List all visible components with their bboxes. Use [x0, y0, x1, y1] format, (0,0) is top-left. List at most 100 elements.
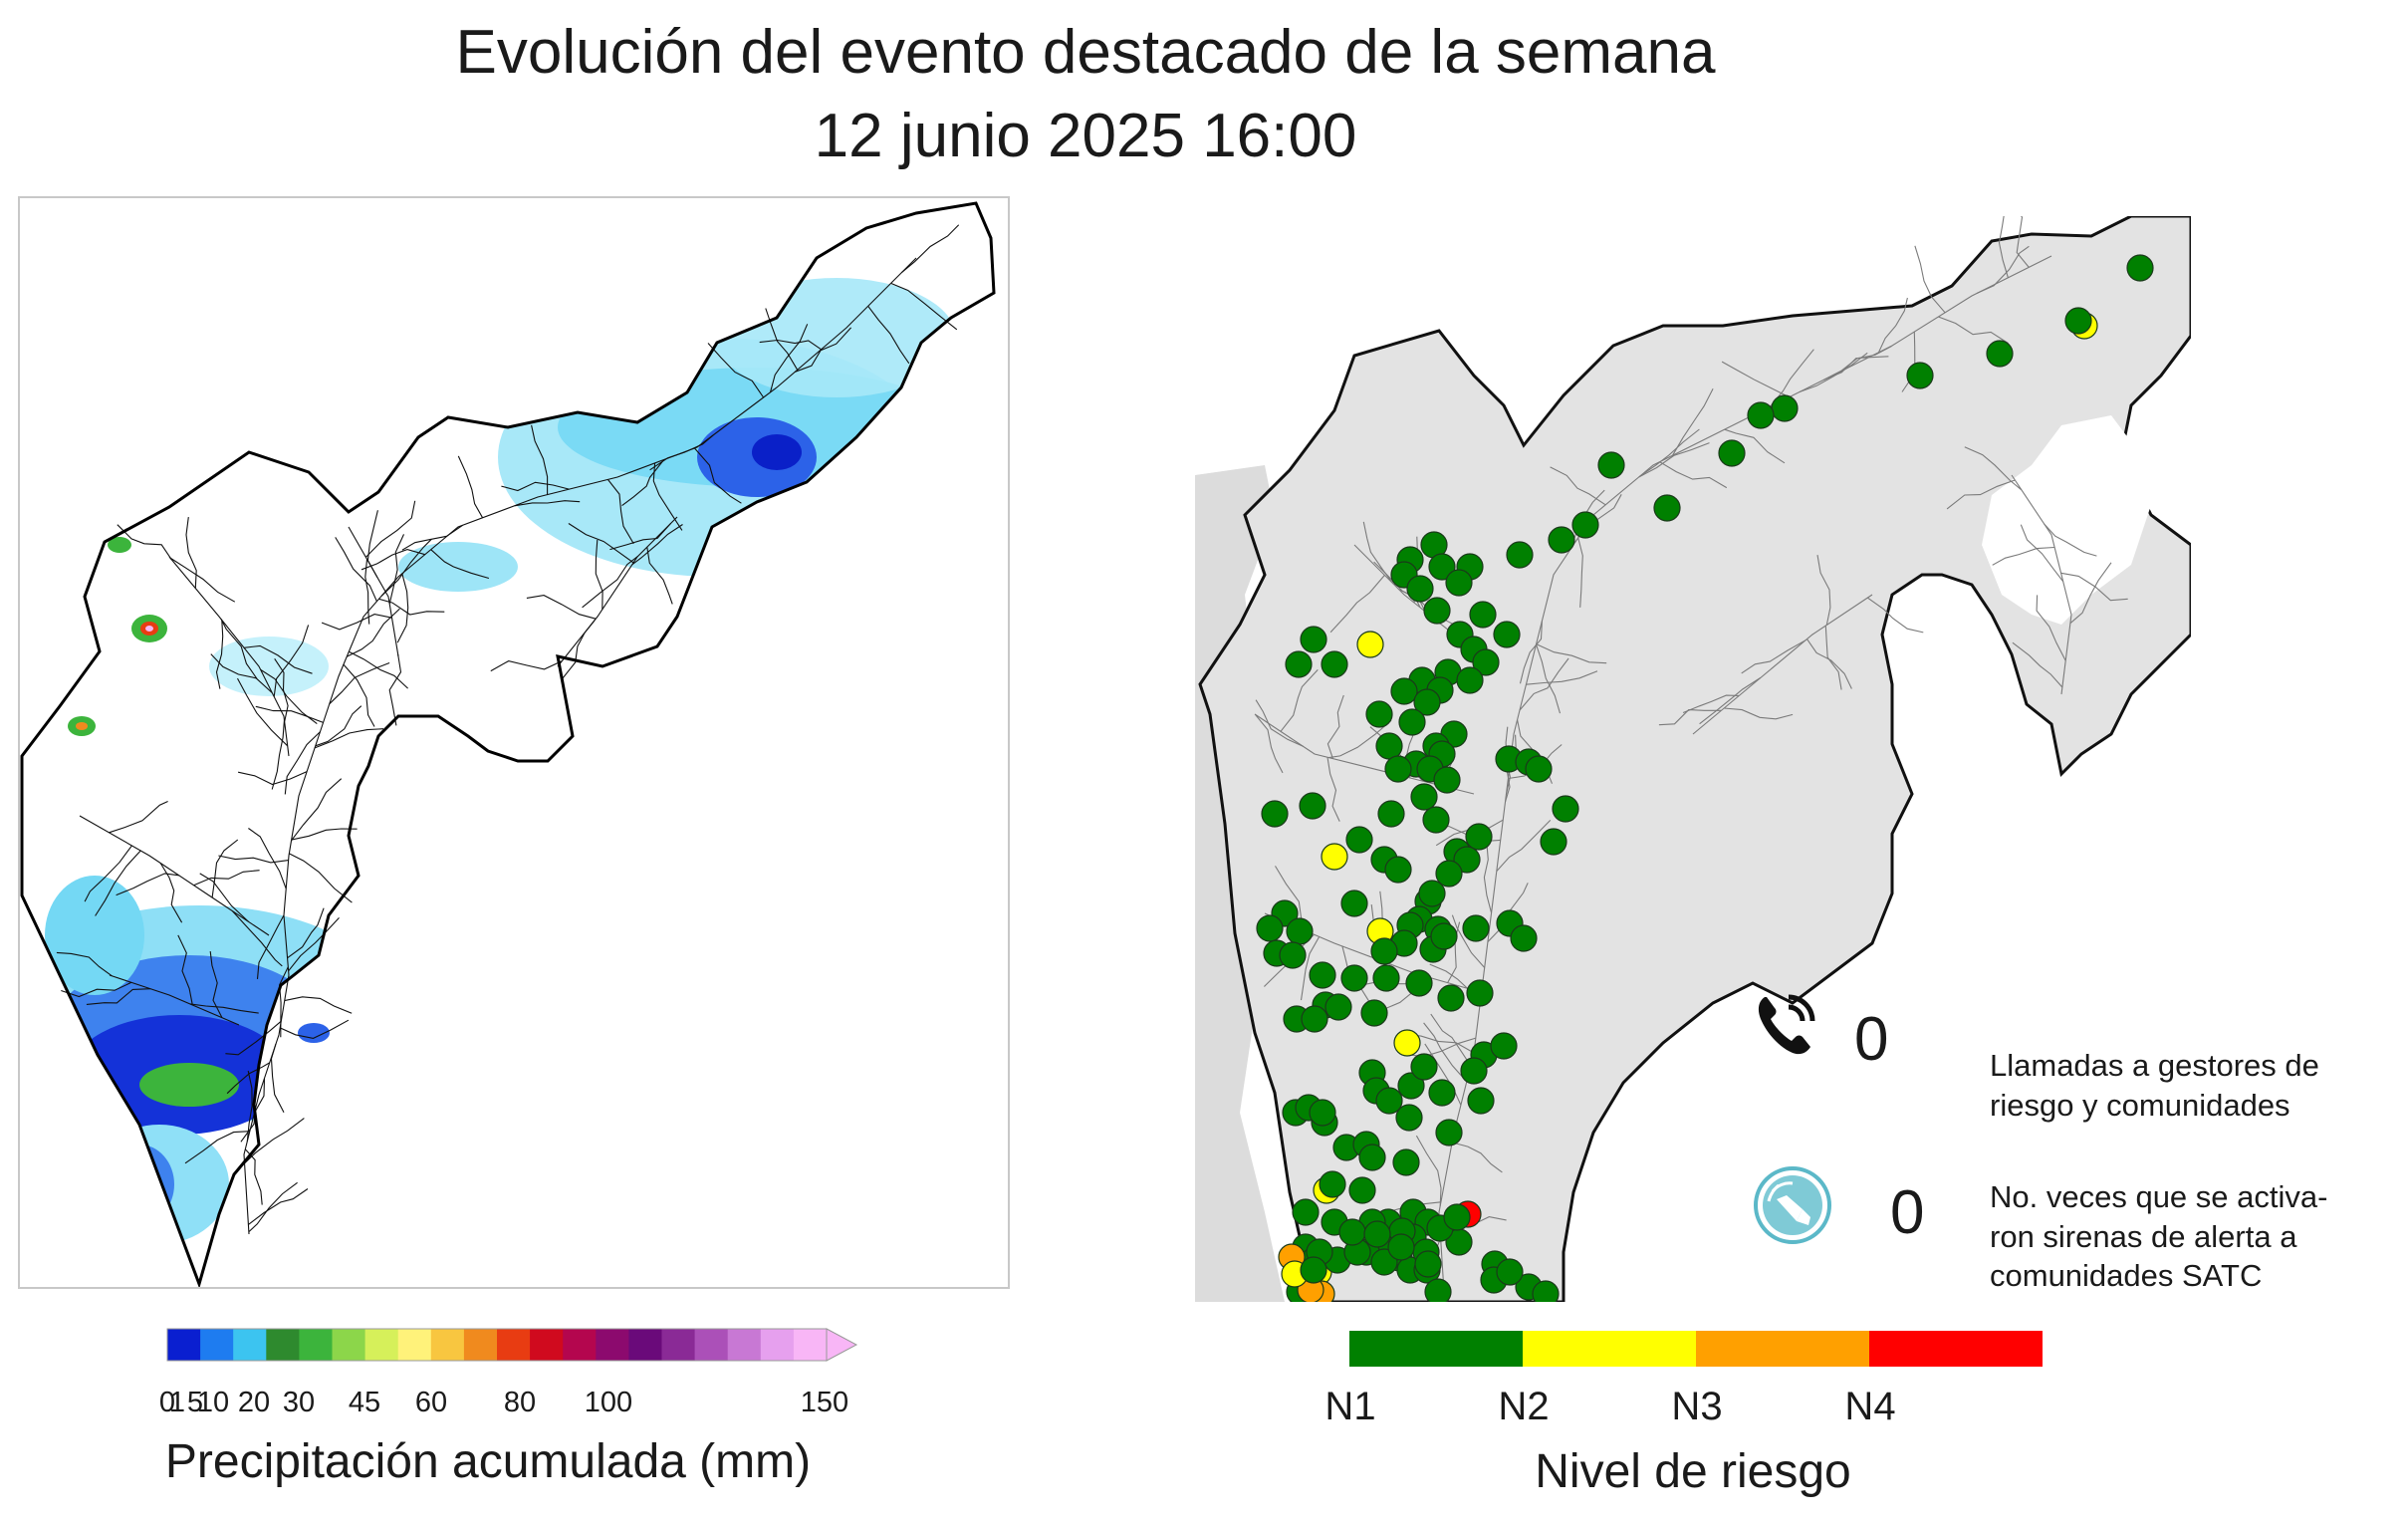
- sirens-label-line1: No. veces que se activa-: [1990, 1179, 2328, 1214]
- colorbar-segment: [727, 1329, 762, 1361]
- river-branch: [346, 608, 400, 657]
- station-marker: [1392, 1148, 1420, 1176]
- station-marker: [1422, 806, 1450, 834]
- river-branch: [1483, 843, 1493, 913]
- station-marker: [1405, 969, 1433, 997]
- station-marker: [1300, 626, 1327, 653]
- river-branch: [1741, 639, 1806, 674]
- sirens-label: No. veces que se activa- ron sirenas de …: [1990, 1177, 2327, 1296]
- river-branch: [1822, 346, 1892, 381]
- river-branch: [279, 966, 289, 1038]
- station-marker: [1456, 666, 1484, 694]
- river-branch: [255, 705, 324, 723]
- river-branch: [631, 524, 683, 566]
- station-marker: [1445, 569, 1473, 597]
- risk-swatch-n2: [1523, 1331, 1696, 1367]
- colorbar-segment: [661, 1329, 696, 1361]
- river-branch: [159, 863, 183, 923]
- station-marker: [1433, 766, 1461, 794]
- risk-map: [1195, 216, 2191, 1302]
- sirens-count: 0: [1890, 1178, 1925, 1247]
- river-branch: [1519, 621, 1543, 684]
- river-branch: [401, 524, 463, 551]
- colorbar-segment: [167, 1329, 201, 1361]
- station-marker: [1424, 1278, 1452, 1302]
- risk-swatch-n4: [1869, 1331, 2043, 1367]
- river-branch: [1638, 428, 1700, 478]
- river: [348, 526, 399, 657]
- river-branch: [1816, 555, 1831, 626]
- river-branch: [2016, 216, 2030, 268]
- station-marker: [1423, 597, 1451, 625]
- station-marker: [2064, 307, 2092, 335]
- river-branch: [289, 853, 353, 903]
- river-branch: [260, 668, 318, 725]
- river-branch: [225, 1020, 282, 1056]
- river-branch: [707, 343, 765, 398]
- colorbar-tick: 150: [800, 1387, 849, 1418]
- colorbar-tick: 80: [503, 1387, 537, 1418]
- river-branch: [209, 951, 223, 1018]
- station-marker: [1506, 541, 1534, 569]
- river-branch: [279, 1019, 350, 1039]
- station-marker: [1375, 1087, 1403, 1115]
- river-branch: [2012, 641, 2063, 688]
- station-marker: [1338, 1218, 1366, 1246]
- sirens-label-line3: comunidades SATC: [1990, 1258, 2263, 1294]
- river-network: [56, 224, 960, 1235]
- precipitation-colorbar: [166, 1328, 858, 1362]
- river-branch: [109, 800, 168, 834]
- river-branch: [1659, 461, 1728, 489]
- river-branch: [568, 523, 634, 564]
- station-marker: [1462, 914, 1490, 942]
- river-branch: [609, 523, 672, 551]
- station-marker: [1443, 1203, 1471, 1231]
- river: [1692, 594, 1873, 735]
- station-marker: [1340, 890, 1368, 917]
- river-branch: [273, 625, 310, 697]
- station-marker: [1410, 1053, 1438, 1081]
- station-marker: [1490, 1032, 1518, 1060]
- river-branch: [1328, 719, 1392, 759]
- river-branch: [215, 620, 224, 689]
- station-marker: [1718, 439, 1746, 467]
- river-branch: [169, 557, 236, 603]
- river-branch: [1638, 442, 1710, 478]
- precipitation-legend-title: Precipitación acumulada (mm): [164, 1435, 812, 1488]
- river-branch: [1672, 387, 1714, 456]
- river-branch: [2069, 562, 2112, 625]
- river-branch: [388, 534, 405, 605]
- river-branch: [1976, 245, 2030, 295]
- colorbar-tick: 45: [348, 1387, 381, 1418]
- station-marker: [1465, 823, 1493, 851]
- station-marker: [1548, 526, 1575, 554]
- river-branch: [759, 339, 822, 351]
- river-branch: [199, 873, 249, 922]
- river-branch: [291, 778, 343, 842]
- station-marker: [1398, 708, 1426, 736]
- river-branch: [210, 653, 273, 693]
- river-branch: [61, 981, 132, 998]
- river-branch: [378, 598, 445, 616]
- river-branch: [220, 619, 258, 679]
- station-marker: [1393, 1029, 1421, 1057]
- river-branch: [244, 1148, 263, 1205]
- station-marker: [1653, 494, 1681, 522]
- river-branch: [270, 1044, 285, 1113]
- station-markers: [1256, 254, 2154, 1302]
- colorbar-segment: [760, 1329, 795, 1361]
- river: [2011, 474, 2072, 695]
- river-branch: [1496, 820, 1552, 872]
- station-marker: [1597, 451, 1625, 479]
- station-marker: [1906, 362, 1934, 389]
- river-branch: [349, 650, 408, 689]
- river-branch: [1938, 316, 2009, 345]
- river-branch: [343, 663, 375, 727]
- river-branch: [365, 500, 416, 558]
- phone-icon: [1758, 994, 1815, 1055]
- river-branch: [1866, 597, 1924, 634]
- risk-swatch-n1: [1349, 1331, 1523, 1367]
- river-branch: [2044, 523, 2097, 557]
- colorbar-segment: [233, 1329, 267, 1361]
- river-branch: [86, 988, 151, 1005]
